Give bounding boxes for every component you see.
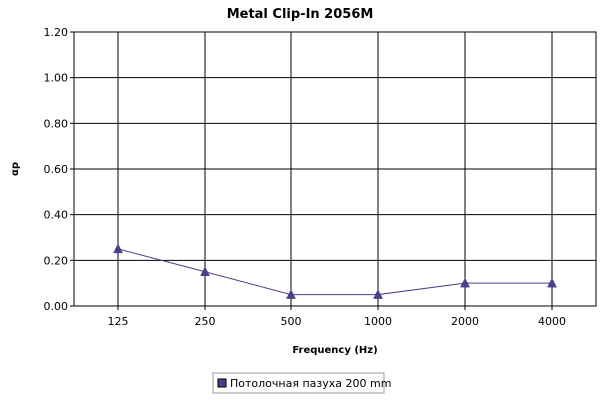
- y-tick-label: 1.00: [44, 72, 69, 85]
- chart-title: Metal Clip-In 2056M: [227, 7, 374, 22]
- data-point: [460, 277, 470, 288]
- y-tick-label: 0.40: [44, 209, 69, 222]
- series-layer: [113, 243, 557, 299]
- x-tick-label: 2000: [451, 315, 479, 328]
- data-point: [286, 289, 296, 299]
- grid: [74, 31, 596, 307]
- x-tick-label: 125: [108, 315, 129, 328]
- y-tick-label: 0.80: [44, 117, 69, 130]
- x-tick-label: 4000: [538, 315, 566, 328]
- y-tick-label: 1.20: [44, 26, 69, 39]
- x-axis-label: Frequency (Hz): [292, 345, 377, 356]
- data-point: [373, 289, 383, 299]
- data-point: [200, 266, 210, 276]
- data-point: [547, 277, 557, 288]
- legend-box: [212, 372, 385, 394]
- y-tick-label: 0.20: [44, 254, 69, 267]
- x-tick-label: 1000: [364, 315, 392, 328]
- legend-swatch: [217, 378, 227, 388]
- series-line: [117, 248, 552, 296]
- x-tick-label: 250: [195, 315, 216, 328]
- legend-label: Потолочная пазуха 200 mm: [230, 377, 391, 390]
- y-tick-label: 0.60: [44, 163, 69, 176]
- x-tick-label: 500: [281, 315, 302, 328]
- x-axis: 125 250 500 1000 2000 4000: [108, 306, 566, 328]
- y-tick-label: 0.00: [44, 300, 69, 313]
- y-axis-label: αp: [10, 162, 21, 176]
- legend: Потолочная пазуха 200 mm: [212, 372, 391, 394]
- y-axis: 0.00 0.20 0.40 0.60 0.80 1.00 1.20: [44, 26, 74, 313]
- data-point: [113, 243, 123, 254]
